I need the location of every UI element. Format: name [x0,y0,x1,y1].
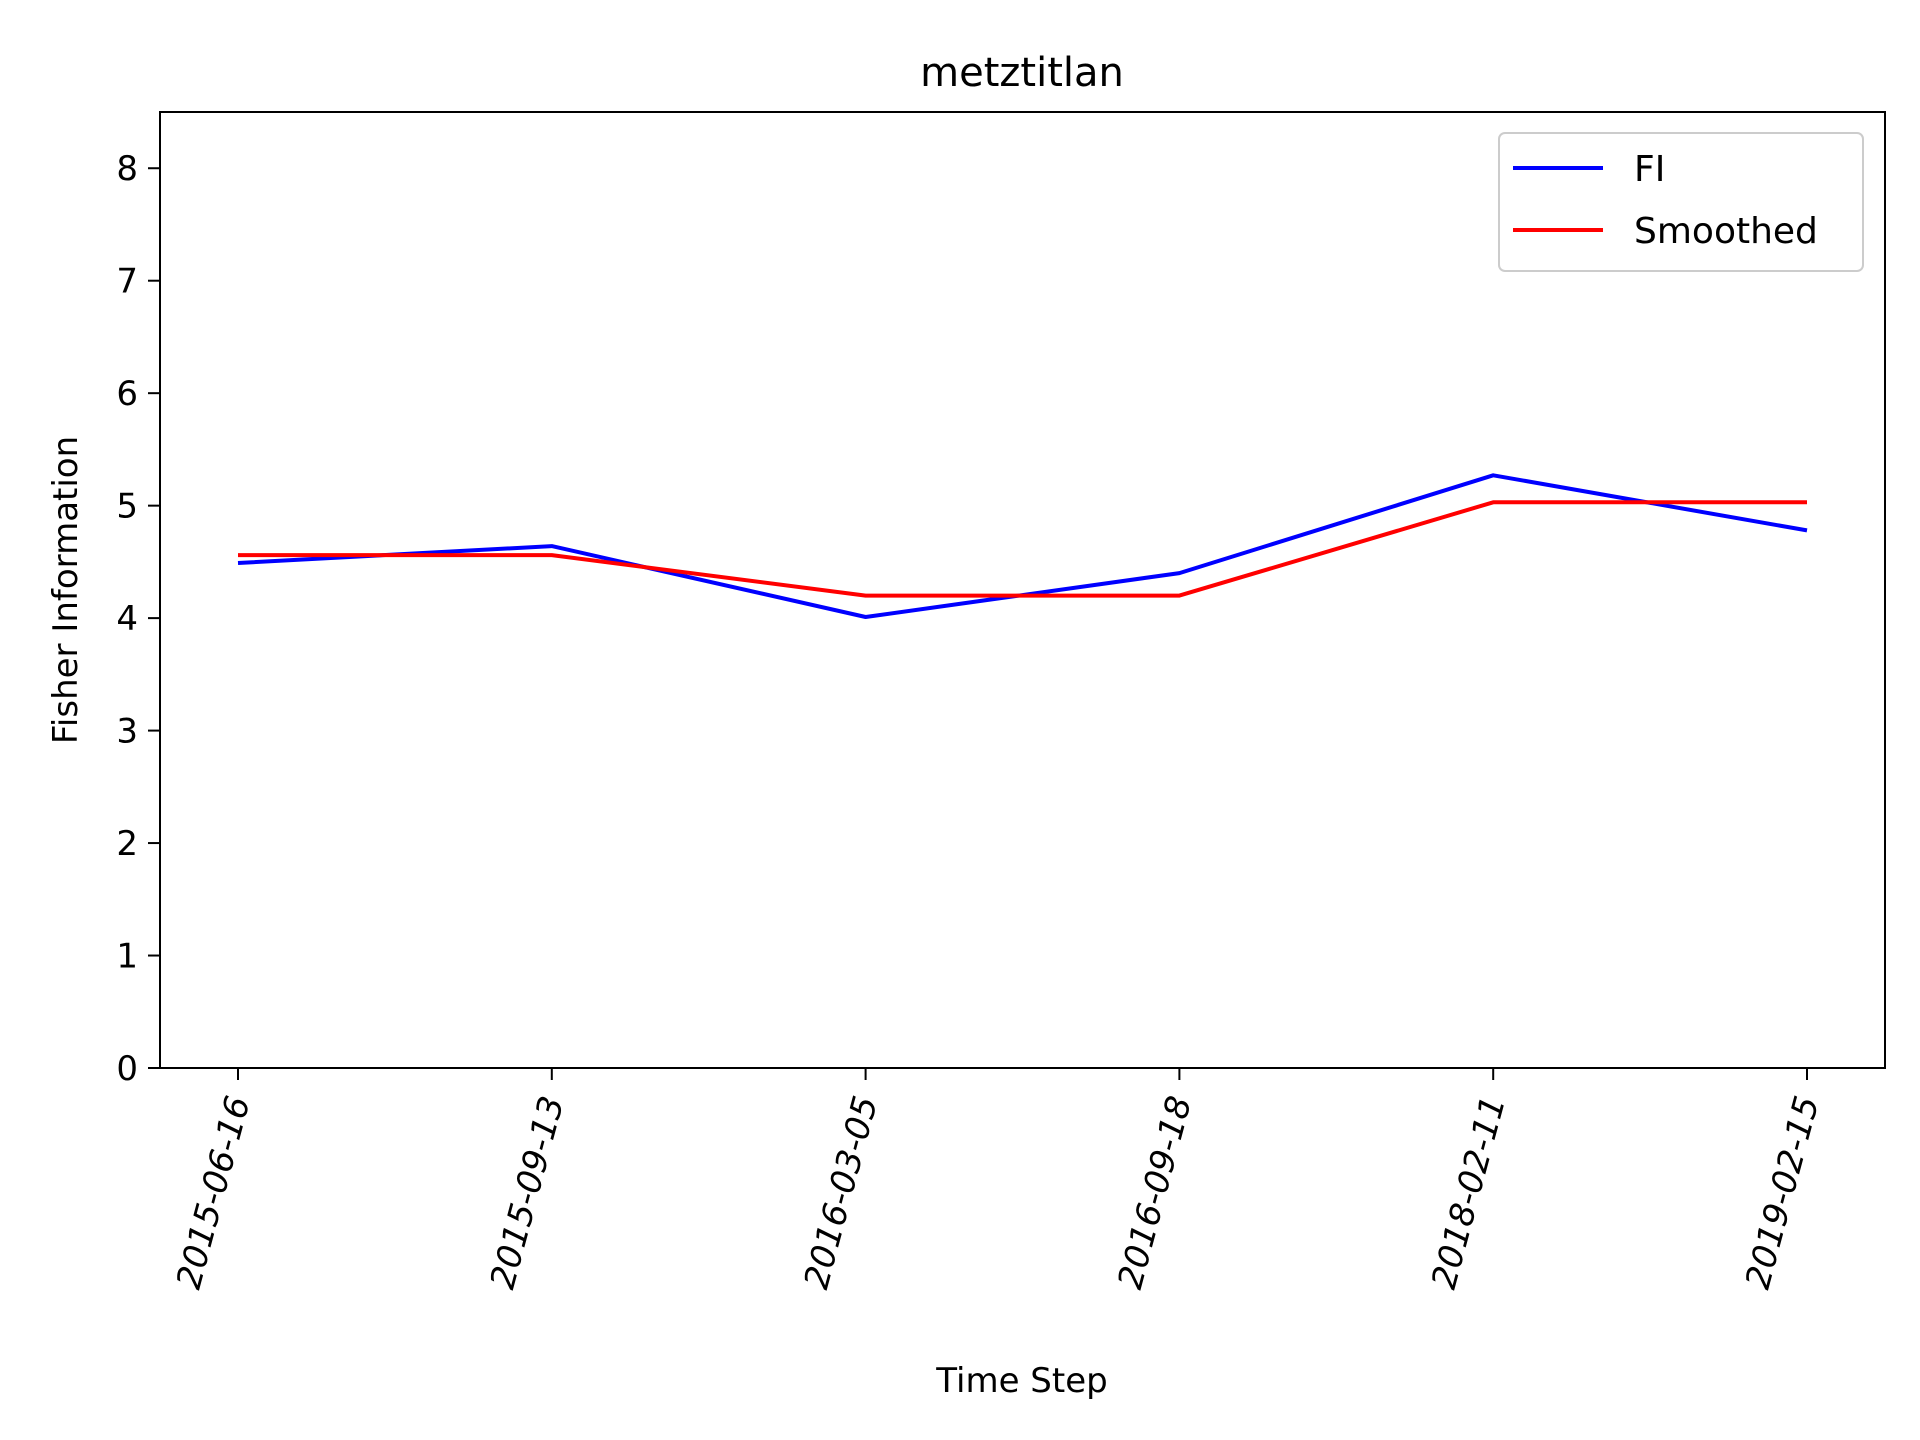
y-tick-label: 0 [116,1049,138,1089]
y-tick-label: 3 [116,712,138,752]
y-tick-label: 2 [116,824,138,864]
x-axis-label: Time Step [935,1361,1107,1401]
y-axis: 0 1 2 3 4 5 6 7 8 [116,149,160,1089]
plot-frame [159,111,1886,1069]
y-axis-label: Fisher Information [46,436,86,744]
y-tick-label: 8 [116,149,138,189]
legend-label-fi: FI [1634,149,1665,190]
y-tick-label: 6 [116,374,138,414]
chart-title: metztitlan [920,50,1124,96]
y-tick-label: 7 [116,262,138,302]
series-line-smoothed [238,500,1807,598]
y-tick-label: 4 [116,599,138,639]
legend-label-smoothed: Smoothed [1634,211,1818,252]
series-group [237,473,1808,619]
legend: FI Smoothed [1498,132,1864,272]
y-tick-label: 1 [116,937,138,977]
y-tick-label: 5 [116,487,138,527]
